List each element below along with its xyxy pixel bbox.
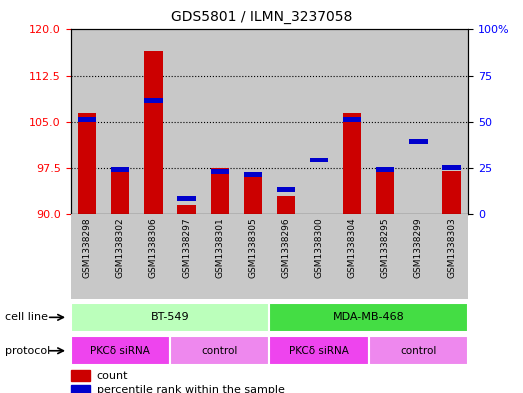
Bar xyxy=(78,112,96,214)
Text: control: control xyxy=(201,346,238,356)
Bar xyxy=(78,117,96,122)
Bar xyxy=(442,171,461,214)
Bar xyxy=(277,196,295,214)
Text: GSM1338306: GSM1338306 xyxy=(149,218,158,278)
Bar xyxy=(402,214,435,299)
Bar xyxy=(236,214,269,299)
Bar xyxy=(203,214,236,299)
Bar xyxy=(442,165,461,170)
Bar xyxy=(137,29,170,214)
Bar xyxy=(369,29,402,214)
Bar xyxy=(71,385,89,393)
Bar xyxy=(269,214,302,299)
Bar xyxy=(211,169,229,174)
Bar xyxy=(269,303,468,332)
Bar xyxy=(369,214,402,299)
Bar xyxy=(170,214,203,299)
Text: GSM1338295: GSM1338295 xyxy=(381,218,390,278)
Text: control: control xyxy=(400,346,437,356)
Bar xyxy=(277,187,295,192)
Bar xyxy=(402,29,435,214)
Bar xyxy=(137,214,170,299)
Bar xyxy=(211,168,229,214)
Bar xyxy=(376,167,394,172)
Text: percentile rank within the sample: percentile rank within the sample xyxy=(97,386,285,393)
Bar xyxy=(343,112,361,214)
Text: GSM1338297: GSM1338297 xyxy=(182,218,191,278)
Text: GSM1338305: GSM1338305 xyxy=(248,218,257,278)
Text: cell line: cell line xyxy=(5,312,48,322)
Bar xyxy=(302,214,336,299)
Bar xyxy=(244,172,262,177)
Text: PKCδ siRNA: PKCδ siRNA xyxy=(289,346,349,356)
Bar xyxy=(236,29,269,214)
Bar xyxy=(177,205,196,214)
Text: GDS5801 / ILMN_3237058: GDS5801 / ILMN_3237058 xyxy=(171,10,352,24)
Bar xyxy=(71,29,104,214)
Bar xyxy=(269,29,302,214)
Text: GSM1338301: GSM1338301 xyxy=(215,218,224,278)
Text: GSM1338298: GSM1338298 xyxy=(83,218,92,278)
Bar xyxy=(104,29,137,214)
Bar xyxy=(310,158,328,162)
Bar xyxy=(336,214,369,299)
Text: MDA-MB-468: MDA-MB-468 xyxy=(333,312,405,322)
Text: BT-549: BT-549 xyxy=(151,312,189,322)
Bar xyxy=(410,139,427,144)
Text: protocol: protocol xyxy=(5,346,51,356)
Bar xyxy=(71,336,170,365)
Text: GSM1338304: GSM1338304 xyxy=(348,218,357,278)
Bar xyxy=(376,168,394,214)
Bar xyxy=(71,214,104,299)
Bar xyxy=(111,171,129,214)
Bar xyxy=(144,98,163,103)
Bar xyxy=(435,29,468,214)
Text: PKCδ siRNA: PKCδ siRNA xyxy=(90,346,150,356)
Text: GSM1338296: GSM1338296 xyxy=(281,218,290,278)
Bar xyxy=(144,51,163,214)
Text: GSM1338302: GSM1338302 xyxy=(116,218,125,278)
Bar xyxy=(269,336,369,365)
Bar xyxy=(111,167,129,172)
Bar xyxy=(435,214,468,299)
Bar xyxy=(177,196,196,201)
Bar xyxy=(104,214,137,299)
Bar xyxy=(244,174,262,214)
Bar xyxy=(336,29,369,214)
Bar xyxy=(369,336,468,365)
Bar xyxy=(343,117,361,122)
Text: GSM1338300: GSM1338300 xyxy=(314,218,324,278)
Text: GSM1338303: GSM1338303 xyxy=(447,218,456,278)
Bar xyxy=(170,336,269,365)
Bar xyxy=(203,29,236,214)
Bar xyxy=(71,303,269,332)
Text: GSM1338299: GSM1338299 xyxy=(414,218,423,278)
Text: count: count xyxy=(97,371,128,381)
Bar xyxy=(302,29,336,214)
Bar xyxy=(170,29,203,214)
Bar xyxy=(410,214,427,251)
Bar xyxy=(310,214,328,266)
Bar xyxy=(71,370,89,381)
